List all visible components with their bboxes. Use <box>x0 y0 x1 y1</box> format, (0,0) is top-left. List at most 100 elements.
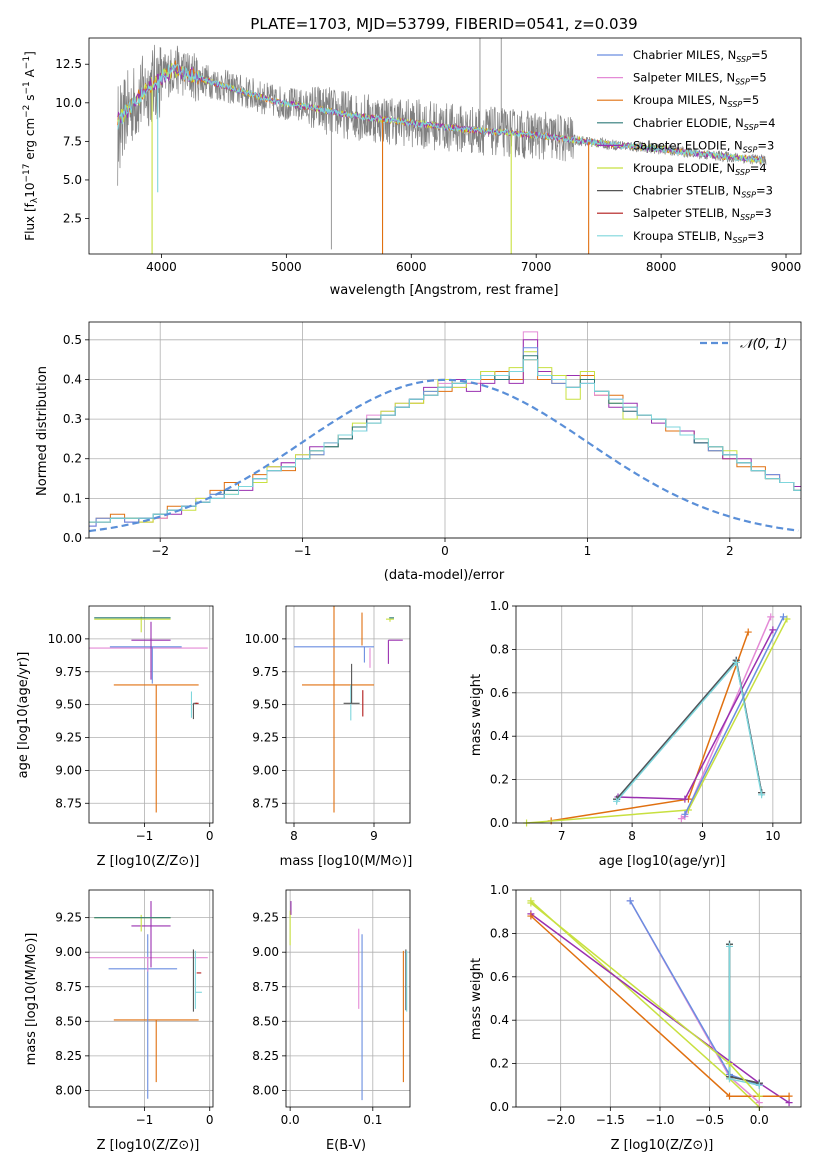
mass_vs_ebv-frame <box>285 889 411 1108</box>
spectrum-xtick-label: 8000 <box>646 260 677 274</box>
age_vs_Z-xtick-label: −1 <box>136 829 154 843</box>
spectrum-ytick-label: 10.0 <box>55 96 82 110</box>
residuals-ylabel: Normed distribution <box>35 366 50 496</box>
mass-weight-line-kroupa_stelib <box>616 660 763 802</box>
mass_weight_vs_age-ytick-label: 1.0 <box>490 599 509 613</box>
age_vs_Z-ytick-label: 9.50 <box>55 698 82 712</box>
spectrum-title: PLATE=1703, MJD=53799, FIBERID=0541, z=0… <box>250 15 637 33</box>
mass_weight_vs_Z-ytick-label: 0.4 <box>490 1013 509 1027</box>
residuals-ytick-label: 0.0 <box>63 531 82 545</box>
mass_vs_ebv-ytick-label: 9.00 <box>252 945 279 959</box>
mass_vs_Z-ytick-label: 9.25 <box>55 911 82 925</box>
mass_weight_vs_Z-ytick-label: 0.8 <box>490 926 509 940</box>
mw-z-xlabel: Z [log10(Z/Z⊙)] <box>611 1138 714 1153</box>
legend-label: Salpeter MILES, NSSP=5 <box>633 71 767 87</box>
mass_vs_Z-ytick-label: 8.50 <box>55 1014 82 1028</box>
residuals-ytick-label: 0.5 <box>63 333 82 347</box>
mass_vs_Z-xtick-label: −1 <box>136 1113 154 1127</box>
spectrum-xtick-label: 7000 <box>521 260 552 274</box>
age-z-ylabel: age [log10(age/yr)] <box>16 652 31 779</box>
mass_weight_vs_Z-xtick-label: −0.5 <box>695 1113 724 1127</box>
mass-weight-marker <box>681 795 689 803</box>
mass_weight_vs_age-ytick-label: 0.4 <box>490 729 509 743</box>
mass-weight-marker <box>527 912 535 920</box>
mass_vs_Z-xtick-label: 0 <box>206 1113 214 1127</box>
residuals-ytick-label: 0.1 <box>63 491 82 505</box>
mass-z-xlabel: Z [log10(Z/Z⊙)] <box>97 1138 200 1153</box>
mass_vs_ebv-ytick-label: 8.75 <box>252 980 279 994</box>
mass_vs_ebv-ytick-label: 9.25 <box>252 911 279 925</box>
spectrum-ytick-label: 7.5 <box>63 134 82 148</box>
model-spectrum-kroupa_stelib <box>117 63 764 164</box>
spectrum-xtick-label: 9000 <box>771 260 802 274</box>
observed-spectrum-line <box>117 44 767 186</box>
residuals-ytick-label: 0.2 <box>63 452 82 466</box>
mass-weight-line-chabrier_stelib <box>728 944 760 1084</box>
residuals-ytick-label: 0.3 <box>63 412 82 426</box>
mass_weight_vs_age-ytick-label: 0.2 <box>490 773 509 787</box>
residuals-xtick-label: 2 <box>726 544 734 558</box>
age_vs_Z-ytick-label: 9.00 <box>55 763 82 777</box>
age_vs_Z-xtick-label: 0 <box>206 829 214 843</box>
mass_weight_vs_Z-xtick-label: −1.0 <box>645 1113 674 1127</box>
spectrum-xlabel: wavelength [Angstrom, rest frame] <box>330 283 559 298</box>
spectrum-ytick-label: 2.5 <box>63 212 82 226</box>
residuals-xtick-label: −2 <box>151 544 169 558</box>
mass_weight_vs_age-xtick-label: 7 <box>558 829 566 843</box>
age_vs_mass-frame <box>285 605 411 824</box>
data-layer <box>89 38 801 1111</box>
residuals-xtick-label: 0 <box>441 544 449 558</box>
mass-ebv-xlabel: E(B-V) <box>326 1138 366 1153</box>
mass-weight-marker <box>755 1081 763 1089</box>
spectrum-xtick-label: 5000 <box>271 260 302 274</box>
mass-weight-marker <box>744 628 752 636</box>
mass-weight-marker <box>527 899 535 907</box>
mass_vs_ebv-xtick-label: 0.0 <box>281 1113 300 1127</box>
spectrum-ytick-label: 5.0 <box>63 173 82 187</box>
mass-weight-line-chabrier_elodie <box>728 944 760 1084</box>
mass-weight-line-chabrier_miles <box>684 616 785 815</box>
mass_vs_Z-frame <box>88 889 214 1108</box>
mass-weight-marker <box>783 615 791 623</box>
mass_vs_Z-ytick-label: 8.25 <box>55 1049 82 1063</box>
mass-weight-marker <box>785 1092 793 1100</box>
mass-z-ylabel: mass [log10(M/M⊙)] <box>24 933 39 1066</box>
mass-weight-marker <box>755 1099 763 1107</box>
mass-weight-marker <box>677 815 685 823</box>
mass-weight-line-kroupa_miles <box>551 631 749 822</box>
mass_vs_ebv-ytick-label: 8.00 <box>252 1083 279 1097</box>
age_vs_mass-ytick-label: 9.50 <box>252 698 279 712</box>
histogram-chabrier_miles <box>89 347 801 527</box>
mass-weight-marker <box>726 1092 734 1100</box>
mass_weight_vs_Z-ytick-label: 0.6 <box>490 970 509 984</box>
mw-age-ylabel: mass weight <box>469 674 484 756</box>
residuals-frame <box>88 321 802 539</box>
mass_weight_vs_age-xtick-label: 9 <box>699 829 707 843</box>
mass_weight_vs_age-xtick-label: 10 <box>765 829 780 843</box>
mass-weight-marker <box>779 613 787 621</box>
age_vs_mass-ytick-label: 9.00 <box>252 763 279 777</box>
spectrum-xtick-label: 4000 <box>146 260 177 274</box>
residuals-ytick-label: 0.4 <box>63 372 82 386</box>
mass_vs_ebv-ytick-label: 8.25 <box>252 1049 279 1063</box>
mass-weight-line-salpeter_miles <box>681 616 772 820</box>
residuals-xlabel: (data-model)/error <box>384 568 505 583</box>
mass_vs_Z-ytick-label: 9.00 <box>55 945 82 959</box>
mass_weight_vs_Z-ytick-label: 0.0 <box>490 1100 509 1114</box>
mass_weight_vs_Z-xtick-label: −1.5 <box>596 1113 625 1127</box>
age_vs_Z-ytick-label: 10.00 <box>48 632 82 646</box>
mass_weight_vs_Z-ytick-label: 0.2 <box>490 1057 509 1071</box>
mass_weight_vs_Z-frame <box>515 889 802 1108</box>
histogram-chabrier_elodie <box>89 355 801 523</box>
mass-weight-line-kroupa_elodie <box>530 900 760 1107</box>
mass_weight_vs_Z-xtick-label: −2.0 <box>546 1113 575 1127</box>
age_vs_Z-ytick-label: 9.75 <box>55 665 82 679</box>
mass-weight-marker <box>626 897 634 905</box>
mass_vs_ebv-xtick-label: 0.1 <box>363 1113 382 1127</box>
mass_vs_Z-ytick-label: 8.75 <box>55 980 82 994</box>
mass-weight-marker <box>767 613 775 621</box>
mass-weight-marker <box>726 1075 734 1083</box>
spectrum-ytick-label: 12.5 <box>55 57 82 71</box>
legend-label: Salpeter STELIB, NSSP=3 <box>633 206 772 222</box>
